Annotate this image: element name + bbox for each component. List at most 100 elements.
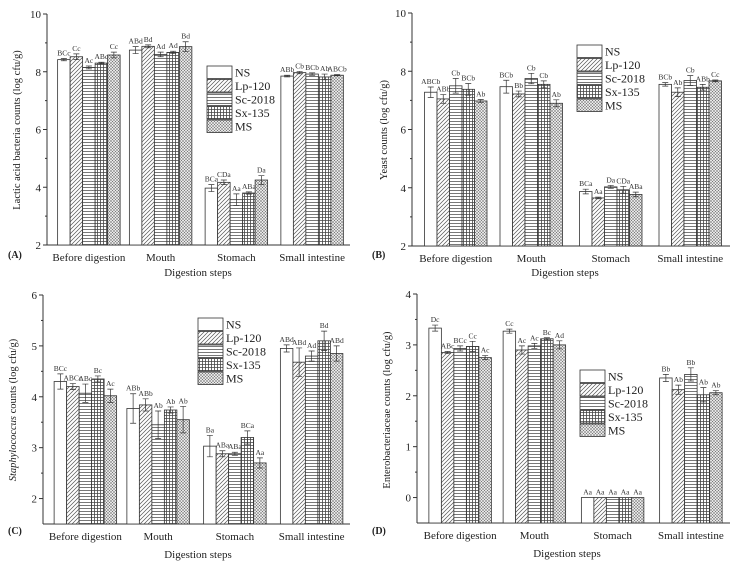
error-bar (556, 340, 563, 350)
x-tick-label: Before digestion (424, 530, 498, 542)
error-bar (700, 387, 707, 403)
bar-sx-135 (91, 378, 105, 525)
significance-label: Bc (94, 366, 103, 375)
y-axis-label-rest: counts (log cfu/g) (8, 338, 19, 416)
significance-label: ABb (139, 389, 153, 398)
y-axis-label-text: Yeast counts (log cfu/g) (379, 79, 390, 180)
error-bar (675, 384, 682, 395)
bar-lp-120 (591, 197, 605, 247)
bar-ms (549, 102, 563, 247)
significance-label: Bd (320, 321, 329, 330)
error-bar (233, 193, 240, 206)
bar-sc-2018 (453, 348, 467, 524)
significance-label: Ab (552, 90, 561, 99)
error-bar (206, 435, 213, 458)
error-bar (607, 185, 614, 189)
significance-label: Ac (481, 346, 490, 355)
error-bar (543, 337, 550, 341)
bar-sc-2018 (683, 80, 697, 247)
significance-label: Ab (674, 375, 683, 384)
y-tick-label: 3 (406, 340, 412, 352)
bar-ms (107, 54, 121, 246)
significance-label: Ab (320, 64, 329, 73)
error-bar (219, 450, 226, 458)
x-tick-label: Mouth (517, 253, 547, 265)
error-bar (157, 51, 164, 58)
bar-lp-120 (593, 497, 607, 524)
y-tick-label: 4 (401, 183, 407, 195)
significance-label: Ac (85, 56, 94, 65)
legend-label: NS (608, 370, 623, 384)
bar-sx-135 (618, 497, 632, 524)
bar-lp-120 (515, 349, 529, 524)
x-tick-label: Mouth (146, 252, 176, 264)
legend-swatch-ms (206, 119, 233, 133)
significance-label: Ab (166, 397, 175, 406)
bar-ns (579, 191, 593, 247)
bar-ns (502, 330, 517, 524)
y-tick-label: 4 (32, 392, 38, 404)
bar-sx-135 (163, 409, 178, 525)
significance-label: Ba (206, 425, 215, 434)
significance-label: ABb (436, 85, 450, 94)
y-tick-label: 6 (32, 290, 38, 302)
legend-swatch-sc-2018 (197, 344, 224, 358)
legend-label: Lp-120 (235, 79, 270, 93)
legend-label: Lp-120 (226, 331, 261, 345)
significance-label: Aa (621, 488, 630, 497)
significance-label: Bb (661, 364, 670, 373)
error-bar (687, 367, 694, 382)
significance-label: BCc (57, 48, 71, 57)
significance-label: Ad (307, 341, 316, 350)
error-bar (256, 457, 263, 469)
significance-label: ABa (629, 182, 643, 191)
legend-label: MS (226, 372, 243, 386)
bar-ns (203, 445, 217, 525)
error-bar (57, 373, 64, 390)
legend-label: MS (235, 120, 252, 134)
significance-label: ABd (292, 338, 306, 347)
significance-label: Bc (543, 328, 552, 337)
significance-label: Aa (256, 448, 265, 457)
error-bar (427, 86, 434, 98)
significance-label: Ac (106, 379, 115, 388)
bar-sc-2018 (82, 67, 96, 246)
y-tick-label: 10 (395, 8, 407, 20)
x-tick-label: Small intestine (658, 530, 724, 542)
bar-ms (330, 74, 344, 246)
legend-swatch-sc-2018 (576, 71, 603, 85)
legend-label: MS (605, 99, 622, 113)
legend-label: Sx-135 (235, 106, 270, 120)
error-bar (687, 75, 694, 86)
panel-label: (B) (372, 250, 385, 261)
significance-label: Aa (594, 187, 603, 196)
x-tick-label: Before digestion (419, 253, 493, 265)
legend-label: Sc-2018 (605, 72, 645, 86)
y-axis-label-text: Enterobacteriaceae counts (log cfu/g) (382, 331, 393, 489)
bar-ns (204, 187, 219, 246)
error-bar (69, 383, 76, 391)
bar-sc-2018 (304, 355, 319, 525)
y-axis-label: Staphylococcus counts (log cfu/g) (8, 338, 19, 481)
bar-ms (709, 392, 723, 524)
error-bar (477, 99, 484, 103)
bar-ms (708, 80, 722, 247)
significance-label: Bb (686, 358, 695, 367)
legend-swatch-sx-135 (197, 358, 224, 372)
bar-ns (659, 377, 673, 524)
error-bar (444, 351, 451, 354)
significance-label: Aa (608, 488, 617, 497)
legend-swatch-sx-135 (206, 106, 233, 120)
significance-label: BCb (461, 73, 475, 82)
significance-label: BCa (579, 179, 593, 188)
legend-label: Lp-120 (608, 383, 643, 397)
error-bar (283, 344, 290, 353)
bar-sc-2018 (605, 497, 620, 524)
bar-lp-120 (436, 98, 450, 247)
bar-lp-120 (512, 93, 526, 247)
x-tick-label: Mouth (520, 530, 550, 542)
error-bar (674, 87, 681, 97)
legend-label: NS (235, 66, 250, 80)
